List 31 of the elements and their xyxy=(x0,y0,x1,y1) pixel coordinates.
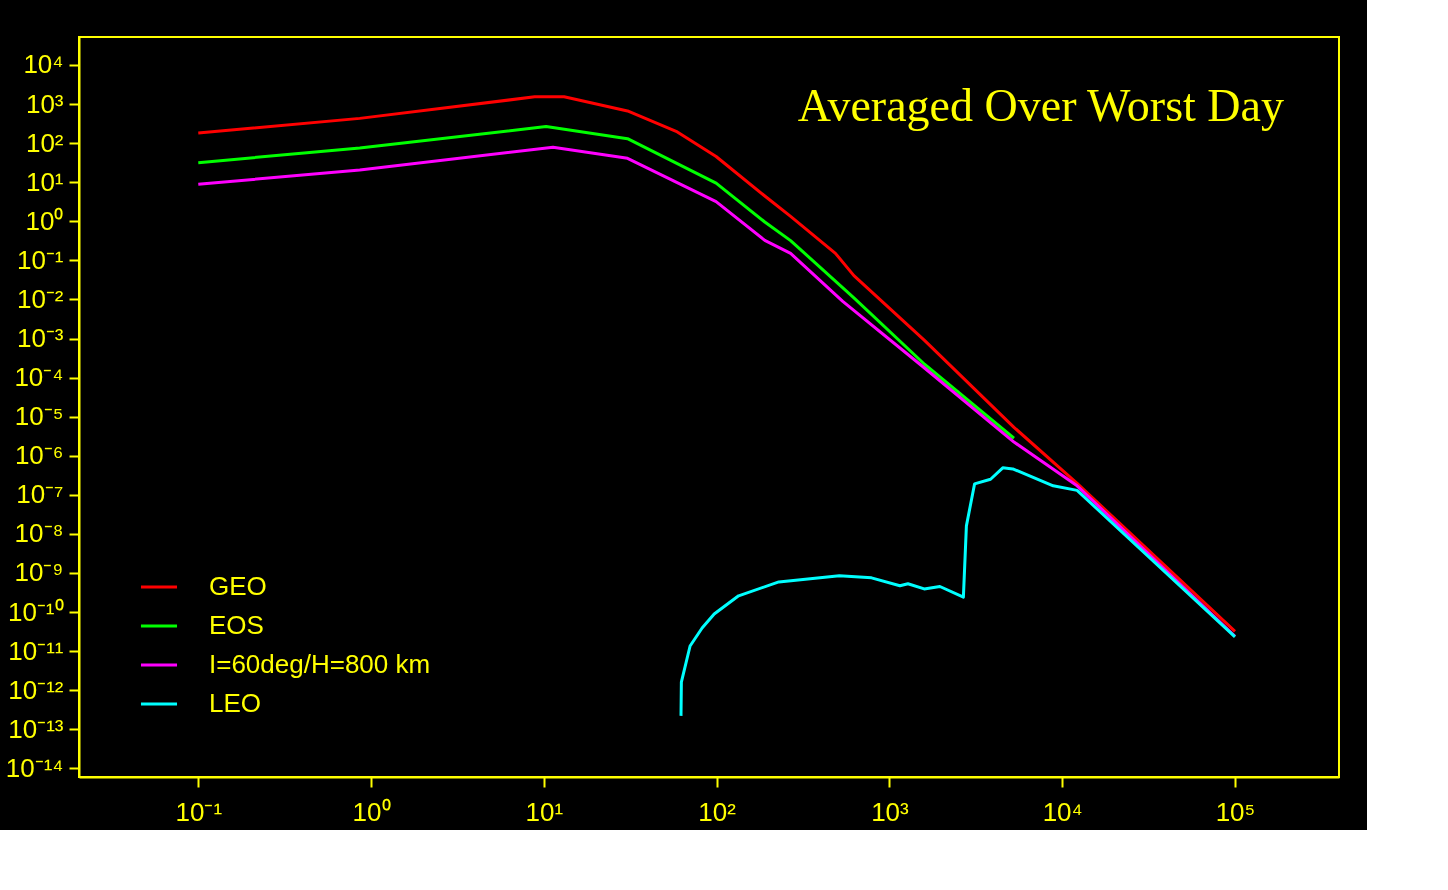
y-tick-label: 10⁻⁸ xyxy=(14,518,64,549)
y-tick-label: 10⁻¹² xyxy=(8,674,64,705)
y-tick-label: 10³ xyxy=(25,88,64,119)
x-tick-label: 10² xyxy=(698,796,737,827)
x-tick-label: 10⁵ xyxy=(1215,796,1256,827)
legend-label: GEO xyxy=(209,571,267,601)
y-tick-label: 10⁻² xyxy=(16,283,64,314)
y-tick-label: 10⁰ xyxy=(25,205,64,236)
y-tick-label: 10⁴ xyxy=(23,49,64,80)
y-tick-label: 10⁻⁵ xyxy=(14,401,64,432)
text: Averaged Over Worst Day xyxy=(797,80,1284,131)
y-tick-label: 10⁻¹¹ xyxy=(8,635,64,666)
y-tick-label: 10⁻¹ xyxy=(16,244,64,275)
y-tick-label: 10¹ xyxy=(25,166,64,197)
y-tick-label: 10⁻³ xyxy=(16,323,64,353)
y-tick-label: 10⁻⁴ xyxy=(14,362,64,393)
x-tick-label: 10¹ xyxy=(525,796,564,827)
legend-label: EOS xyxy=(209,610,264,640)
x-tick-label: 10³ xyxy=(871,796,910,827)
x-tick-label: 10⁰ xyxy=(352,796,391,827)
y-tick-label: 10⁻⁶ xyxy=(14,440,64,471)
y-tick-label: 10⁻⁷ xyxy=(16,479,64,510)
y-tick-label: 10⁻¹⁰ xyxy=(7,596,64,627)
legend-label: I=60deg/H=800 km xyxy=(209,649,431,679)
y-tick-label: 10² xyxy=(25,127,64,158)
y-tick-label: 10⁻¹⁴ xyxy=(5,752,64,783)
x-tick-label: 10⁻¹ xyxy=(175,796,223,827)
y-tick-label: 10⁻⁹ xyxy=(14,557,64,588)
y-tick-label: 10⁻¹³ xyxy=(8,713,64,744)
x-tick-label: 10⁴ xyxy=(1042,796,1083,827)
legend-label: LEO xyxy=(209,688,262,718)
